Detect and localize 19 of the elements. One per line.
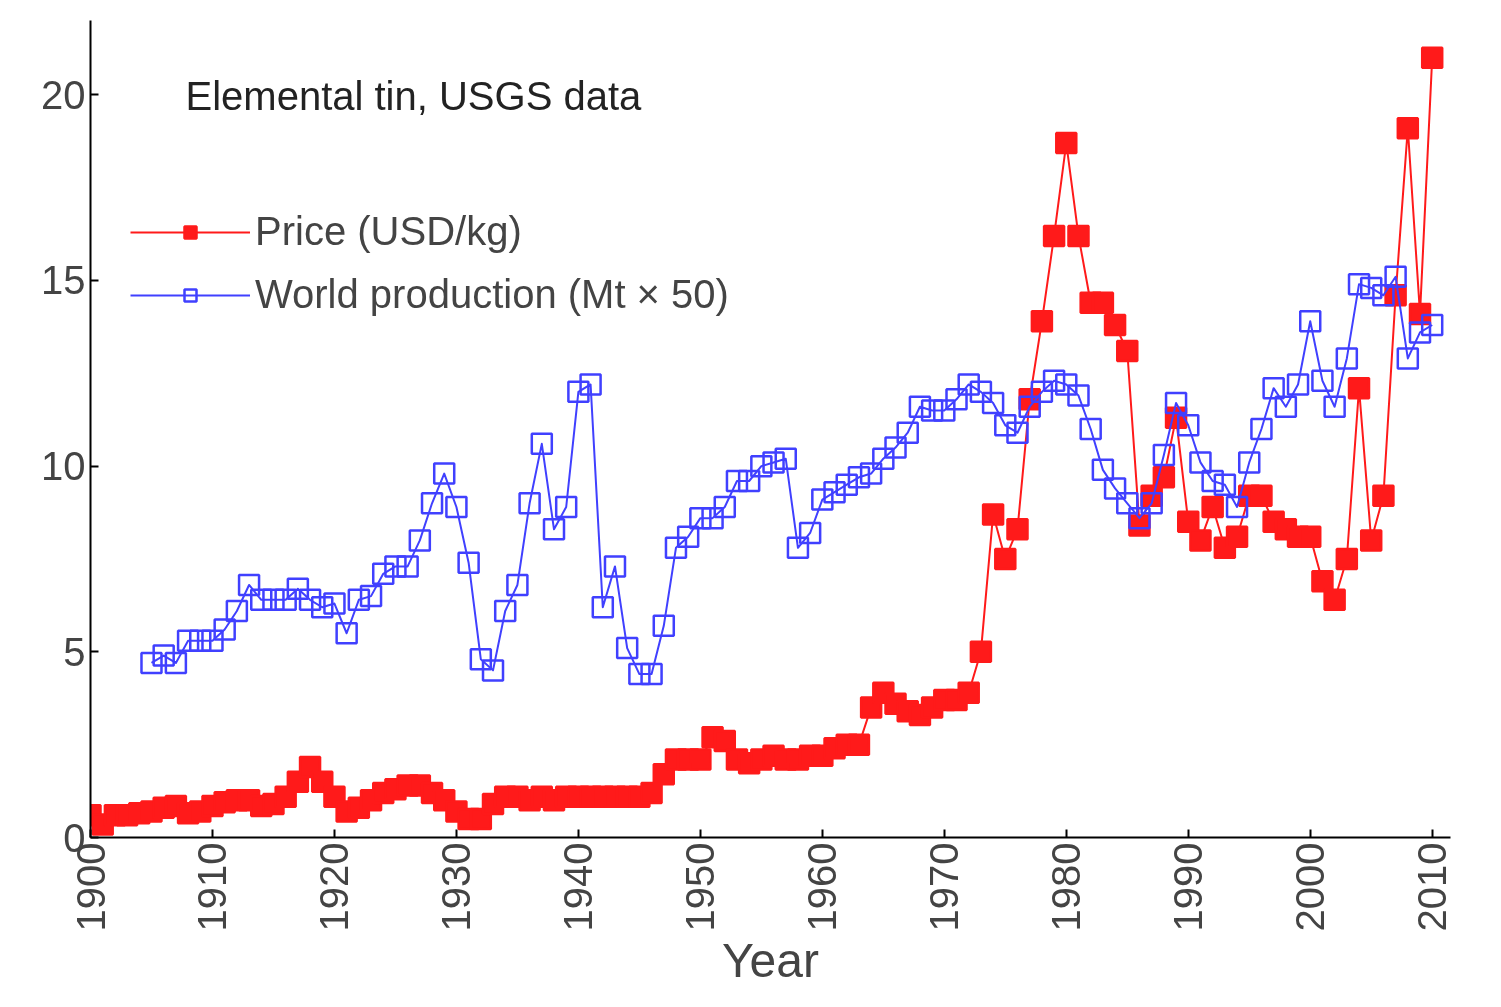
x-tick-label: 1970 <box>922 842 967 932</box>
x-tick-label: 2000 <box>1288 842 1333 932</box>
x-tick-label: 1920 <box>312 842 357 932</box>
x-tick-label: 1930 <box>434 842 479 932</box>
x-tick-label: 2010 <box>1410 842 1455 932</box>
y-tick-label: 20 <box>41 72 86 117</box>
legend-label: World production (Mt × 50) <box>255 272 729 317</box>
x-axis-title: Year <box>722 934 820 988</box>
x-tick-label: 1950 <box>678 842 723 932</box>
y-tick-label: 10 <box>41 444 86 489</box>
x-tick-label: 1960 <box>800 842 845 932</box>
legend-label: Price (USD/kg) <box>255 209 522 254</box>
x-tick-label: 1910 <box>190 842 235 932</box>
y-tick-label: 5 <box>63 629 86 674</box>
x-tick-label: 1940 <box>556 842 601 932</box>
x-tick-label: 1980 <box>1044 842 1089 932</box>
x-tick-label: 1990 <box>1166 842 1211 932</box>
y-tick-label: 15 <box>41 258 86 303</box>
text: Elemental tin, USGS data <box>185 73 643 118</box>
